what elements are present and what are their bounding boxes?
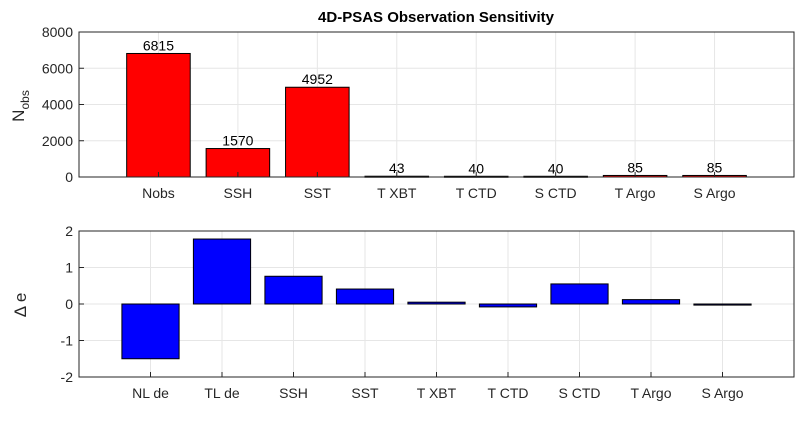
top-x-tick-label-1: SSH [223,185,252,201]
bottom-x-tick-label-5: T CTD [488,385,529,401]
bottom-bar-2 [264,275,323,305]
top-bar-chart: 6815 Nobs 1570 SSH 4952 SST 43 T XBT 40 T CTD 40 S … [42,24,795,201]
top-y-tick-label-2: 4000 [42,97,73,113]
top-x-tick-label-4: T CTD [456,185,497,201]
bottom-x-tick-label-4: T XBT [417,385,457,401]
bottom-bar-4 [407,301,466,305]
bottom-x-tick-label-7: T Argo [631,385,672,401]
top-x-tick-label-6: T Argo [615,185,656,201]
bottom-x-tick-label-3: SST [351,385,379,401]
bottom-x-tick-label-6: S CTD [559,385,601,401]
chart-title: 4D-PSAS Observation Sensitivity [318,9,555,26]
bottom-bar-0 [121,303,180,360]
top-x-tick-label-3: T XBT [377,185,417,201]
top-data-label-3: 43 [389,160,405,176]
top-y-tick-label-4: 8000 [42,24,73,40]
bottom-bar-6 [550,283,609,305]
bottom-bar-5 [478,303,538,308]
bottom-x-tick-label-8: S Argo [701,385,743,401]
bottom-y-tick-label-0: -2 [61,369,74,385]
bottom-bar-3 [335,288,395,305]
top-y-axis-label-main: N [9,110,28,122]
top-data-label-6: 85 [627,159,643,175]
bottom-y-tick-label-3: 1 [65,260,73,276]
top-y-tick-label-0: 0 [65,169,73,185]
top-data-label-2: 4952 [302,71,333,87]
top-y-axis-label-sub: obs [18,90,32,109]
top-axes-box [78,31,795,178]
top-x-tick-label-5: S CTD [535,185,577,201]
bottom-y-tick-label-4: 2 [65,223,73,239]
bottom-y-axis-label: Δ e [11,293,30,318]
top-y-axis-label: Nobs [9,90,32,122]
top-x-tick-label-7: S Argo [694,185,736,201]
bottom-x-tick-label-0: NL de [132,385,169,401]
top-bar-0 [126,52,191,178]
top-bar-2 [285,86,350,178]
bottom-x-tick-label-1: TL de [204,385,239,401]
bottom-bar-chart: NL de TL de SSH SST T XBT T CTD S CTD T Argo S A… [61,223,795,401]
top-data-label-1: 1570 [222,133,253,149]
top-x-tick-label-0: Nobs [142,185,175,201]
top-data-label-7: 85 [707,159,723,175]
top-data-label-4: 40 [468,160,484,176]
top-y-tick-label-3: 6000 [42,60,73,76]
bottom-axes-box [78,230,795,378]
top-x-tick-label-2: SST [304,185,332,201]
top-data-label-0: 6815 [143,37,174,53]
top-y-tick-label-1: 2000 [42,133,73,149]
bottom-x-tick-label-2: SSH [279,385,308,401]
bottom-bar-7 [621,299,681,305]
bottom-bar-1 [192,238,252,305]
top-data-label-5: 40 [548,160,564,176]
bottom-y-tick-label-2: 0 [65,296,73,312]
bottom-bar-8 [693,303,752,306]
bottom-y-tick-label-1: -1 [61,333,74,349]
